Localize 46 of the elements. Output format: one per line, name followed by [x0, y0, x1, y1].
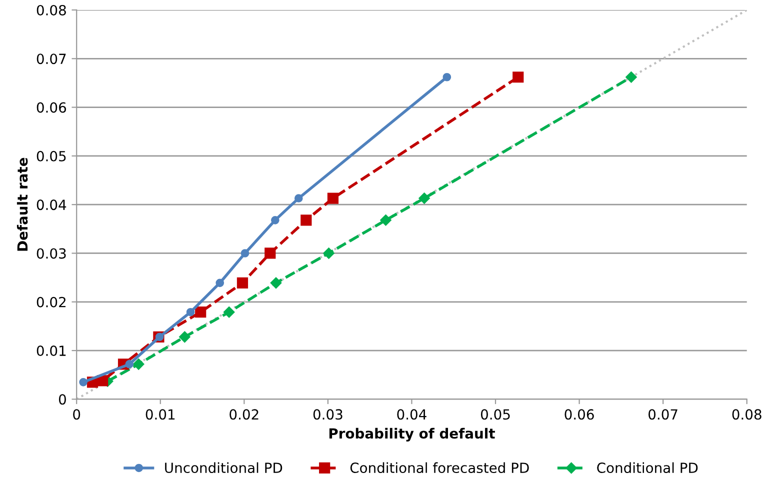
point	[240, 249, 250, 258]
y-tick-label: 0.02	[36, 296, 66, 308]
x-tick-label: 0.04	[397, 409, 426, 420]
y-tick-label: 0.01	[36, 346, 66, 356]
x-tick-label: 0.02	[230, 409, 258, 420]
legend-label: Unconditional PD	[165, 462, 282, 474]
point	[186, 308, 195, 316]
y-tick-label: 0.03	[36, 248, 66, 259]
y-tick-label: 0.07	[36, 54, 66, 64]
point	[216, 278, 224, 288]
y-tick-label: 0.04	[36, 200, 66, 210]
point	[442, 72, 452, 82]
y-tick-label: 0.05	[36, 150, 66, 162]
point	[125, 360, 134, 368]
x-tick-label: 0.01	[146, 409, 175, 420]
x-tick-label: 0.05	[480, 409, 510, 420]
point	[626, 72, 637, 83]
x-tick-label: 0.07	[648, 409, 678, 420]
point	[418, 192, 430, 204]
point	[195, 306, 206, 318]
y-tick-label: 0.06	[36, 102, 66, 113]
point	[179, 331, 190, 343]
y-tick-label: 0	[58, 394, 66, 405]
point	[132, 358, 144, 370]
x-tick-label: 0	[73, 409, 80, 420]
point	[300, 214, 312, 226]
point	[223, 306, 235, 318]
point	[79, 378, 88, 386]
legend-label: Conditional forecasted PD	[350, 462, 529, 474]
point	[236, 277, 248, 288]
point	[512, 72, 524, 83]
point	[97, 375, 108, 386]
legend-label: Conditional PD	[597, 462, 698, 474]
y-tick-label: 0.08	[36, 4, 66, 16]
x-tick-label: 0.03	[313, 409, 342, 420]
point	[380, 214, 392, 226]
point	[270, 277, 282, 289]
x-tick-label: 0.06	[564, 409, 594, 420]
point	[270, 216, 280, 224]
x-tick-label: 0.08	[732, 409, 762, 420]
point	[323, 248, 334, 259]
y-axis-title: Default rate	[16, 158, 28, 251]
point	[264, 248, 276, 259]
x-axis-title: Probability of default	[329, 428, 495, 442]
point	[327, 192, 339, 204]
point	[294, 194, 303, 202]
